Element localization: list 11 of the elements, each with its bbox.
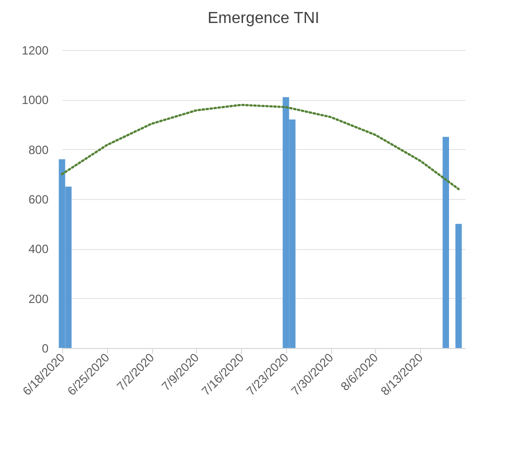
bar [442,136,450,348]
y-tick-label: 400 [28,242,49,256]
y-tick-label: 0 [42,342,49,356]
y-tick-label: 1200 [22,44,49,58]
y-tick-label: 800 [28,142,49,157]
y-tick-label: 600 [28,192,49,206]
line-series [60,104,460,190]
chart-title: Emergence TNI [208,10,320,27]
y-tick-label: 1000 [22,93,49,108]
y-tick-label: 200 [28,292,49,306]
bar [455,224,462,348]
